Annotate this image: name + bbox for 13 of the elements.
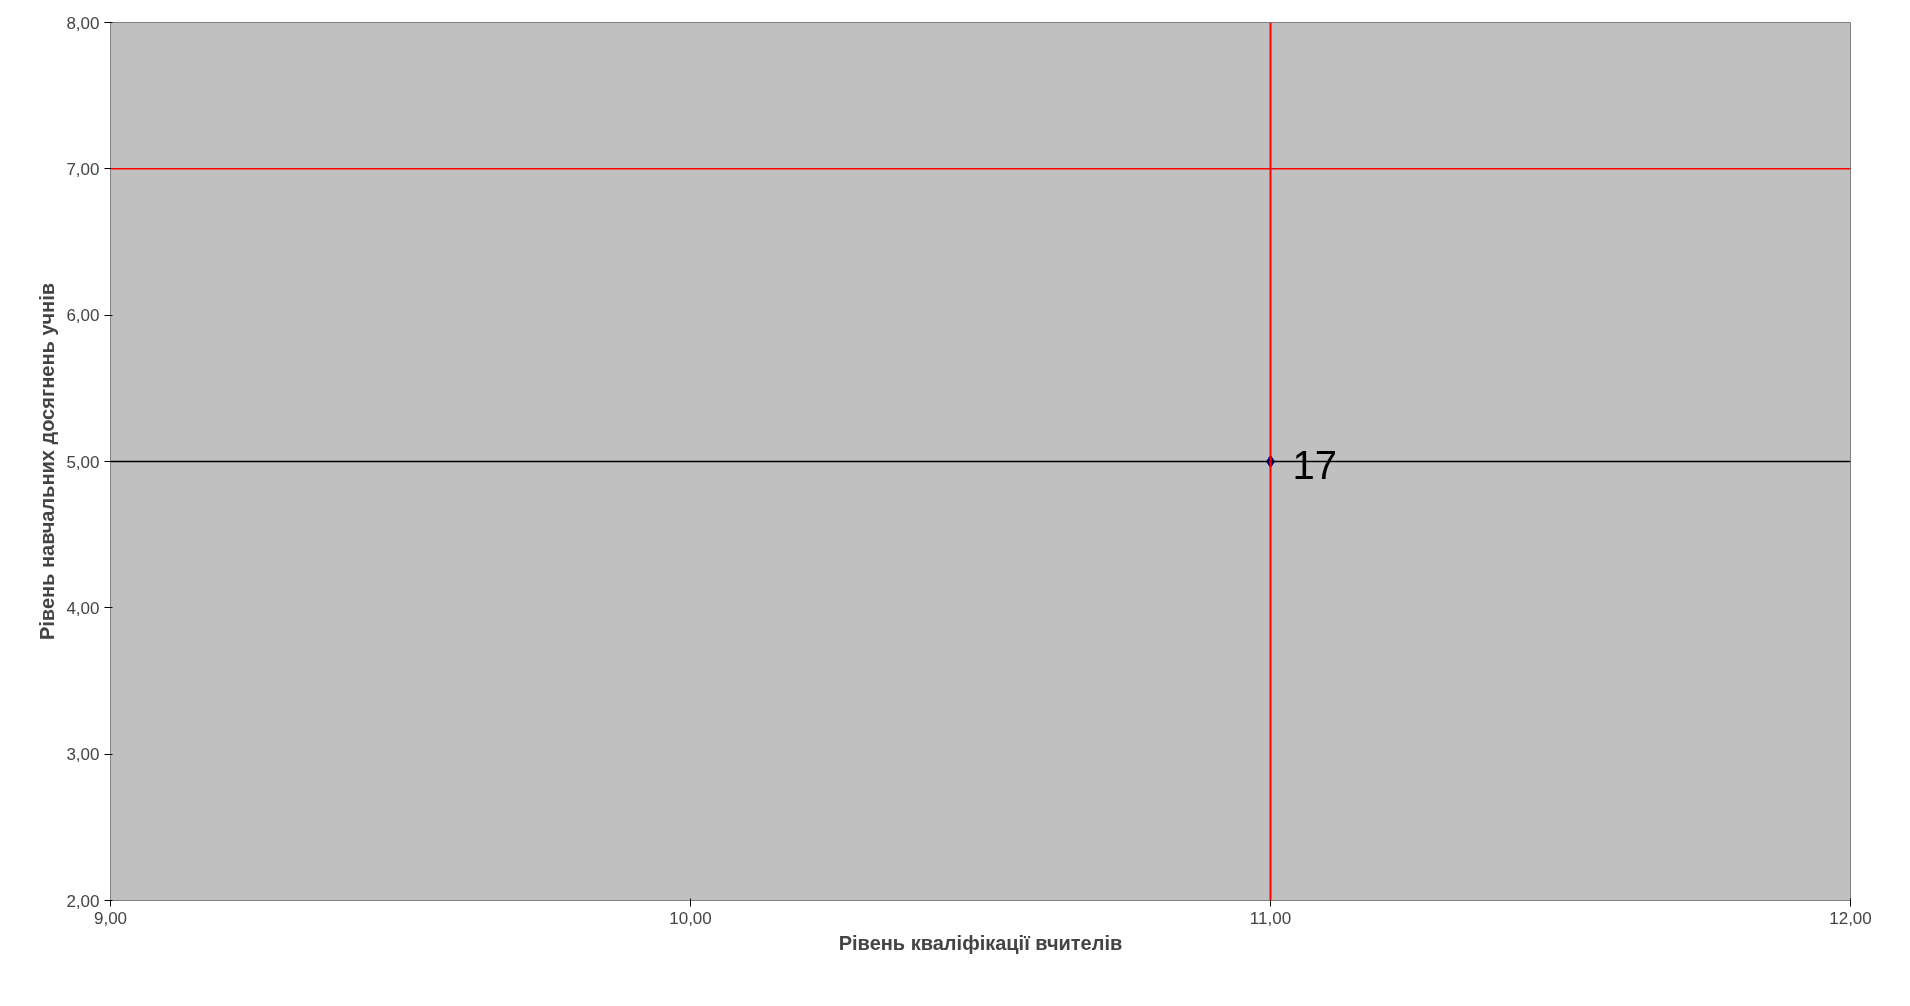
y-tick-label: 5,00 (66, 452, 100, 472)
x-tick-label: 9,00 (93, 908, 128, 928)
y-tick-label: 3,00 (66, 745, 100, 765)
x-axis-title: Рівень кваліфікації вчителів (838, 931, 1123, 954)
y-tick-label: 8,00 (66, 13, 100, 33)
y-tick-label: 4,00 (66, 598, 100, 618)
y-tick-label: 6,00 (66, 306, 100, 326)
x-tick-label: 11,00 (1249, 908, 1292, 928)
y-tick-label: 7,00 (66, 159, 100, 179)
x-tick-label: 12,00 (1829, 908, 1872, 928)
y-tick-label: 2,00 (66, 891, 100, 911)
x-tick-label: 10,00 (669, 908, 712, 928)
y-axis-title: Рівень навчальних досягнень учнів (36, 282, 59, 641)
